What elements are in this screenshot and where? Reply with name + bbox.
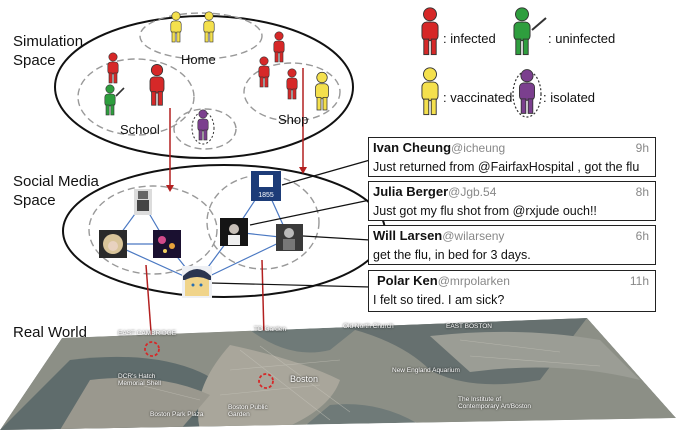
tweet-author: Will Larsen@wilarseny	[373, 228, 505, 243]
social-media-space-label: Social Media Space	[13, 172, 99, 210]
isolated-person-boundary	[191, 111, 215, 145]
tweet-text: I felt so tired. I am sick?	[373, 293, 505, 307]
avatar-badge-text: 1855	[258, 192, 274, 199]
shop-zone	[243, 62, 341, 122]
person-infected	[273, 31, 285, 63]
map-label: Old North Church	[343, 323, 394, 330]
map-label: DCR's Hatch Memorial Shell	[118, 373, 161, 387]
map-label: EAST BOSTON	[446, 323, 492, 330]
person-vaccinated	[203, 11, 215, 43]
avatar-anime	[182, 266, 212, 298]
map-label: Boston	[290, 374, 319, 384]
legend-isolated-icon	[518, 68, 536, 115]
tweet-handle: @wilarseny	[442, 229, 505, 243]
arrow-head	[166, 185, 174, 192]
person-uninfected	[104, 84, 116, 116]
school-label: School	[120, 122, 160, 137]
social-label-line1: Social Media	[13, 173, 99, 190]
tweet-time: 6h	[635, 229, 649, 243]
person-infected	[107, 52, 119, 84]
syringe-icon	[115, 87, 125, 97]
person-infected	[149, 63, 165, 106]
isolation-zone	[173, 108, 237, 150]
avatar-man-suit	[276, 224, 303, 251]
legend-infected-label: : infected	[443, 31, 496, 46]
avatar-fireworks	[153, 230, 181, 258]
shop-label: Shop	[278, 112, 309, 127]
real-world-label: Real World	[13, 324, 87, 341]
avatar-portrait-dark	[220, 218, 248, 246]
arrow-head	[299, 167, 307, 174]
tweet-card: Will Larsen@wilarseny 6h get the flu, in…	[368, 225, 656, 265]
map-label: New England Aquarium	[392, 367, 460, 374]
tweet-time: 11h	[629, 274, 649, 288]
simulation-space-ellipse	[54, 15, 354, 159]
tweet-author: Ivan Cheung@icheung	[373, 140, 506, 155]
tweet-connectors	[210, 159, 371, 288]
tweet-text: Just returned from @FairfaxHospital , go…	[373, 160, 640, 174]
map-label: EAST CAMBRIDGE	[118, 330, 177, 337]
avatar-robot	[134, 189, 152, 215]
tweet-text: Just got my flu shot from @rxjude ouch!!	[373, 204, 597, 218]
simulation-label-line1: Simulation	[13, 33, 84, 50]
tweet-handle: @Jgb.54	[448, 185, 497, 199]
tweet-author: Julia Berger@Jgb.54	[373, 184, 497, 199]
map-label: TD Garden	[254, 326, 287, 333]
map-label: Boston Public Garden	[228, 404, 268, 418]
tweet-handle: @icheung	[451, 141, 506, 155]
tweet-handle: @mrpolarken	[437, 274, 510, 288]
tweet-time: 8h	[635, 185, 649, 199]
legend-isolated-boundary	[512, 70, 542, 118]
legend-infected-icon	[421, 7, 439, 56]
legend-isolated-label: : isolated	[543, 90, 596, 105]
social-community-left	[88, 185, 218, 275]
map-location-marker	[144, 341, 160, 357]
tweet-author: Polar Ken@mrpolarken	[377, 273, 510, 288]
home-zone	[139, 12, 263, 60]
syringe-icon	[531, 17, 547, 31]
legend-vaccinated-icon	[421, 67, 439, 116]
simulation-space-label: Simulation Space	[13, 32, 83, 70]
tweet-card: Polar Ken@mrpolarken 11h I felt so tired…	[368, 270, 656, 312]
person-isolated	[197, 109, 209, 141]
map-label: The Institute of Contemporary Art/Boston	[458, 396, 531, 410]
real-world-map	[0, 318, 676, 430]
avatar-blonde	[99, 230, 127, 258]
tweet-time: 9h	[635, 141, 649, 155]
school-zone	[77, 58, 195, 136]
person-vaccinated	[170, 11, 182, 43]
map-label: Boston Park Plaza	[150, 411, 204, 418]
tweet-card: Ivan Cheung@icheung 9h Just returned fro…	[368, 137, 656, 177]
person-infected	[286, 68, 298, 100]
tweet-card: Julia Berger@Jgb.54 8h Just got my flu s…	[368, 181, 656, 221]
map-location-marker	[258, 373, 274, 389]
simulation-label-line2: Space	[13, 52, 56, 69]
tweet-text: get the flu, in bed for 3 days.	[373, 248, 531, 262]
legend-uninfected-label: : uninfected	[548, 31, 616, 46]
avatar-1855-badge: 1855	[251, 171, 281, 201]
home-label: Home	[181, 52, 216, 67]
legend-uninfected-icon	[513, 7, 531, 56]
social-label-line2: Space	[13, 192, 56, 209]
person-vaccinated	[314, 71, 330, 111]
legend-vaccinated-label: : vaccinated	[443, 90, 513, 105]
person-infected	[258, 56, 270, 88]
